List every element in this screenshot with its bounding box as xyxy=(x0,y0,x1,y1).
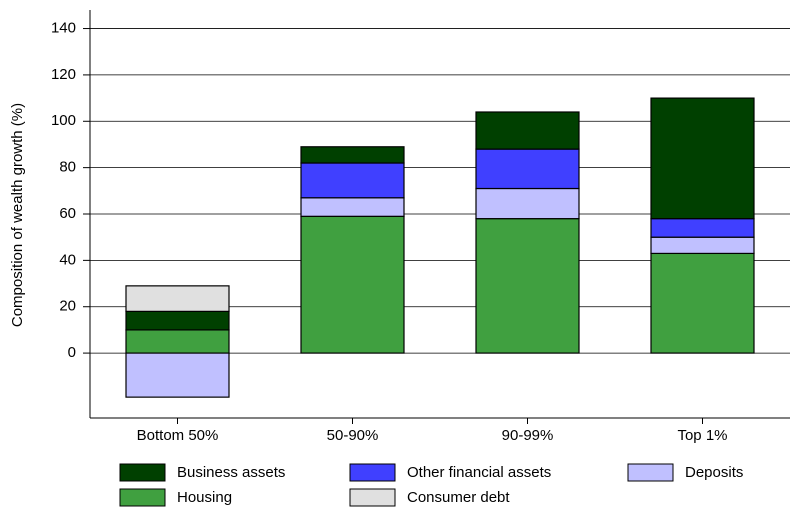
bar-segment xyxy=(125,310,230,331)
bar-segment xyxy=(300,146,405,164)
y-tick-label: 80 xyxy=(59,159,76,176)
bar-segment xyxy=(300,162,405,199)
legend-swatch xyxy=(627,463,674,482)
bar-segment xyxy=(475,111,580,150)
legend-label: Other financial assets xyxy=(407,464,551,481)
bar-segment xyxy=(650,97,755,220)
bar-segment xyxy=(125,329,230,354)
bar-segment xyxy=(300,215,405,354)
legend-label: Consumer debt xyxy=(407,489,510,506)
bar-segment xyxy=(650,218,755,238)
bar-segment xyxy=(300,197,405,217)
x-tick-label: Top 1% xyxy=(677,427,727,444)
y-tick-label: 0 xyxy=(68,344,76,361)
legend-swatch xyxy=(119,463,166,482)
legend-label: Business assets xyxy=(177,464,285,481)
y-tick-label: 140 xyxy=(51,20,76,37)
bar-segment xyxy=(475,148,580,190)
legend-swatch xyxy=(349,488,396,507)
legend-label: Housing xyxy=(177,489,232,506)
bar-segment xyxy=(650,236,755,255)
bar-segment xyxy=(475,218,580,354)
y-tick-label: 20 xyxy=(59,298,76,315)
bar-segment xyxy=(125,352,230,398)
y-axis-label: Composition of wealth growth (%) xyxy=(9,103,26,327)
legend-label: Deposits xyxy=(685,464,743,481)
x-tick-label: 50-90% xyxy=(327,427,379,444)
y-tick-label: 60 xyxy=(59,205,76,222)
legend-swatch xyxy=(349,463,396,482)
bar-segment xyxy=(475,187,580,220)
x-tick-label: 90-99% xyxy=(502,427,554,444)
y-tick-label: 40 xyxy=(59,251,76,268)
x-tick-label: Bottom 50% xyxy=(137,427,219,444)
bar-segment xyxy=(125,285,230,312)
bar-segment xyxy=(650,252,755,354)
y-tick-label: 100 xyxy=(51,112,76,129)
legend-swatch xyxy=(119,488,166,507)
y-tick-label: 120 xyxy=(51,66,76,83)
